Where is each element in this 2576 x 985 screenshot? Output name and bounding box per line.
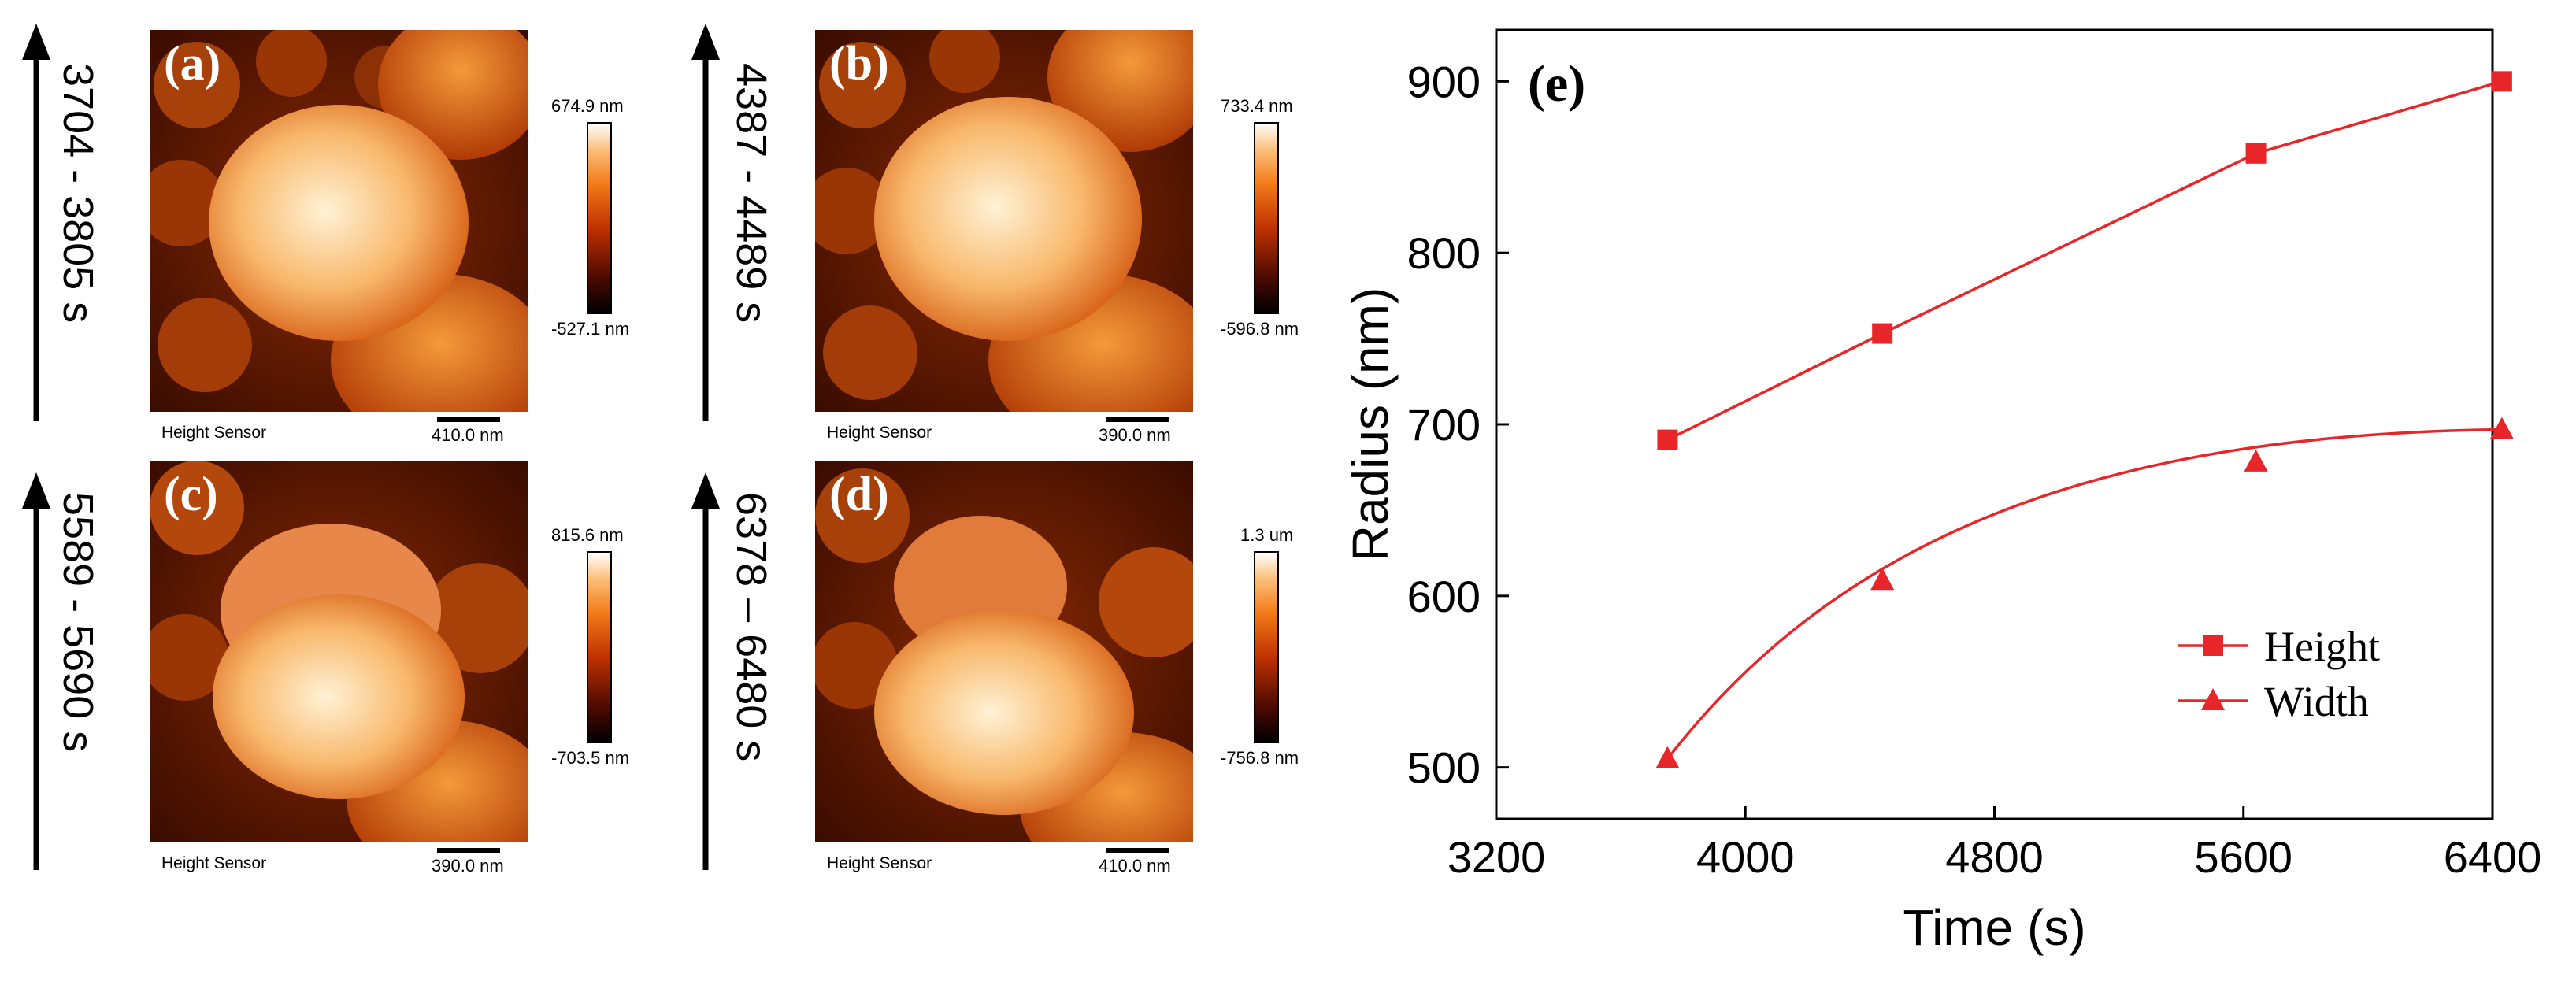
y-tick-label: 800 (1407, 228, 1481, 278)
scale-bar (1106, 848, 1169, 853)
x-tick-label: 4800 (1945, 832, 2044, 882)
x-tick-label: 4000 (1696, 832, 1795, 882)
arrow-up-icon (14, 472, 58, 870)
scale-bar-label: 410.0 nm (432, 425, 504, 445)
arrow-up-icon (14, 24, 58, 421)
scale-bar (437, 417, 500, 422)
panel-label: (a) (164, 37, 221, 91)
legend: Height Width (2178, 623, 2380, 725)
data-point-width (1655, 746, 1680, 768)
data-point-width (2244, 449, 2268, 472)
colorbar-max-label: 674.9 nm (551, 96, 624, 116)
data-point-height (2245, 143, 2267, 164)
sensor-label: Height Sensor (161, 854, 267, 872)
x-axis-title: Time (s) (1903, 899, 2085, 956)
afm-height-image: (b) (815, 30, 1193, 412)
colorbar (587, 122, 612, 314)
colorbar-min-label: -596.8 nm (1221, 319, 1299, 339)
series-line-width (1666, 428, 2502, 760)
time-range-label: 3704 - 3805 s (54, 63, 102, 324)
time-range-label: 5589 - 5690 s (54, 492, 102, 753)
colorbar-max-label: 1.3 um (1240, 525, 1294, 545)
panel-label: (c) (164, 468, 218, 521)
series-line-height (1666, 80, 2503, 442)
data-point-width (2489, 417, 2514, 439)
time-range-label: 4387 - 4489 s (728, 63, 775, 324)
y-tick-label: 500 (1407, 743, 1481, 793)
colorbar-min-label: -703.5 nm (551, 748, 630, 768)
sensor-label: Height Sensor (827, 424, 932, 442)
colorbar (1254, 122, 1279, 314)
afm-height-image: (a) (150, 30, 528, 412)
panel-label: (e) (1528, 55, 1585, 113)
colorbar-max-label: 733.4 nm (1221, 96, 1293, 116)
colorbar (1254, 551, 1279, 743)
legend-square-icon (2203, 635, 2223, 656)
x-tick-label: 5600 (2194, 832, 2292, 882)
scale-bar (1106, 417, 1169, 422)
x-tick-label: 6400 (2444, 832, 2542, 882)
colorbar-max-label: 815.6 nm (551, 525, 624, 545)
data-point-width (1870, 568, 1895, 591)
y-tick-label: 900 (1407, 57, 1481, 106)
scale-bar (437, 848, 500, 853)
data-point-height (1872, 323, 1893, 344)
radius-vs-time-chart: 500 600 700 800 900 3200 4000 4800 5600 6400 (e)… (1342, 28, 2542, 956)
x-tick-label: 3200 (1447, 832, 1546, 882)
scale-bar-label: 390.0 nm (1099, 425, 1171, 445)
sensor-label: Height Sensor (827, 854, 932, 872)
panel-label: (b) (829, 37, 889, 91)
y-tick-label: 700 (1407, 400, 1481, 450)
colorbar (587, 551, 612, 743)
arrow-up-icon (684, 472, 728, 870)
legend-triangle-icon (2201, 688, 2225, 710)
afm-height-image: (d) (815, 461, 1193, 842)
arrow-up-icon (684, 24, 728, 421)
scale-bar-label: 410.0 nm (1099, 856, 1171, 876)
sensor-label: Height Sensor (161, 424, 267, 442)
y-axis-title: Radius (nm) (1342, 287, 1399, 562)
colorbar-min-label: -527.1 nm (551, 319, 630, 339)
time-range-label: 6378 – 6480 s (728, 492, 775, 762)
legend-label: Width (2264, 678, 2369, 725)
scale-bar-label: 390.0 nm (432, 856, 504, 876)
afm-height-image: (c) (150, 461, 528, 842)
legend-label: Height (2264, 623, 2380, 670)
data-point-height (1657, 429, 1678, 450)
y-tick-label: 600 (1407, 572, 1481, 621)
colorbar-min-label: -756.8 nm (1221, 748, 1299, 768)
panel-label: (d) (829, 468, 889, 521)
data-point-height (2491, 71, 2512, 92)
